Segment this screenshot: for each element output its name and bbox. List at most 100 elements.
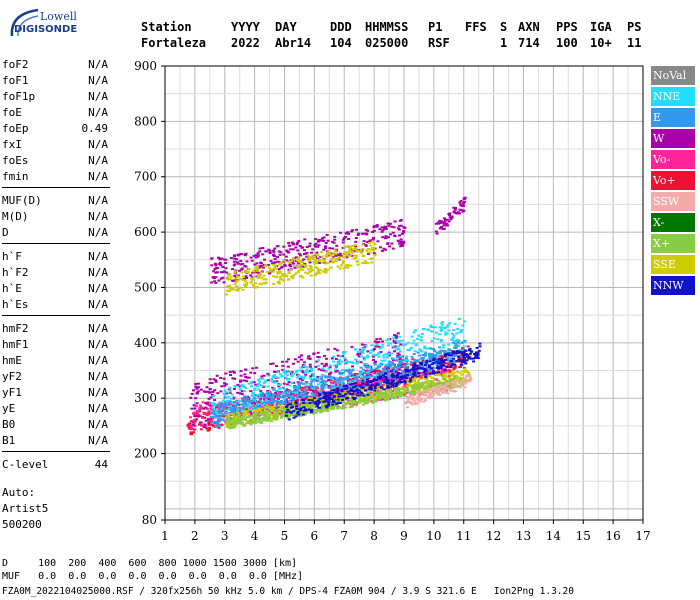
echo-point — [412, 385, 416, 388]
echo-point — [253, 263, 257, 266]
header-value-7: 714 — [518, 36, 540, 50]
echo-point — [252, 254, 256, 257]
echo-point — [269, 413, 273, 416]
echo-point — [436, 365, 440, 368]
echo-point — [420, 367, 424, 370]
echo-point — [311, 390, 315, 393]
param-row-hf2: h`F2 N/A — [2, 266, 108, 282]
echo-point — [397, 224, 401, 227]
echo-point — [205, 403, 209, 406]
echo-point — [270, 420, 274, 423]
echo-point — [391, 376, 395, 379]
echo-point — [391, 363, 395, 366]
echo-point — [320, 369, 324, 372]
echo-point — [239, 253, 243, 256]
echo-point — [405, 400, 409, 403]
echo-point — [470, 357, 474, 360]
echo-point — [330, 375, 334, 378]
echo-point — [418, 354, 422, 357]
echo-point — [303, 398, 307, 401]
echo-point — [359, 361, 363, 364]
echo-point — [216, 414, 220, 417]
echo-point — [346, 395, 350, 398]
echo-point — [453, 371, 457, 374]
echo-point — [354, 382, 358, 385]
echo-point — [369, 349, 373, 352]
echo-point — [259, 421, 263, 424]
echo-point — [190, 433, 194, 436]
echo-point — [288, 400, 292, 403]
echo-point — [421, 359, 425, 362]
echo-point — [290, 381, 294, 384]
echo-point — [244, 387, 248, 390]
echo-point — [237, 413, 241, 416]
echo-point — [450, 350, 454, 353]
echo-point — [397, 228, 401, 231]
echo-point — [346, 390, 350, 393]
echo-point — [466, 355, 470, 358]
echo-point — [293, 266, 297, 269]
echo-point — [438, 326, 442, 329]
echo-point — [422, 367, 426, 370]
echo-point — [436, 388, 440, 391]
echo-point — [227, 407, 231, 410]
echo-point — [370, 257, 374, 260]
echo-point — [391, 386, 395, 389]
echo-point — [249, 274, 253, 277]
echo-point — [448, 387, 452, 390]
echo-point — [254, 406, 258, 409]
echo-point — [300, 375, 304, 378]
echo-point — [263, 402, 267, 405]
echo-point — [245, 380, 249, 383]
echo-point — [339, 254, 343, 257]
echo-point — [243, 283, 247, 286]
echo-point — [284, 409, 288, 412]
echo-point — [259, 398, 263, 401]
echo-point — [382, 356, 386, 359]
param-row-yf1: yF1 N/A — [2, 386, 108, 402]
echo-point — [317, 393, 321, 396]
echo-point — [339, 231, 343, 234]
param-value: N/A — [88, 154, 108, 167]
echo-point — [275, 409, 279, 412]
echo-point — [297, 384, 301, 387]
echo-point — [273, 257, 277, 260]
echo-point — [435, 378, 439, 381]
echo-point — [278, 275, 282, 278]
echo-point — [281, 386, 285, 389]
echo-point — [263, 415, 267, 418]
param-name: D — [2, 226, 9, 239]
echo-point — [379, 362, 383, 365]
echo-point — [254, 422, 258, 425]
echo-point — [384, 352, 388, 355]
echo-point — [341, 368, 345, 371]
echo-point — [296, 257, 300, 260]
echo-point — [214, 263, 218, 266]
echo-point — [191, 431, 195, 434]
echo-point — [452, 206, 456, 209]
echo-point — [206, 390, 210, 393]
echo-point — [404, 357, 408, 360]
echo-point — [420, 382, 424, 385]
echo-point — [428, 375, 432, 378]
echo-point — [369, 379, 373, 382]
echo-point — [364, 244, 368, 247]
echo-point — [453, 365, 457, 368]
echo-point — [251, 406, 255, 409]
echo-point — [316, 392, 320, 395]
echo-point — [291, 412, 295, 415]
echo-point — [214, 406, 218, 409]
echo-point — [396, 332, 400, 335]
echo-point — [318, 389, 322, 392]
echo-point — [312, 256, 316, 259]
echo-point — [393, 382, 397, 385]
echo-point — [282, 412, 286, 415]
echo-point — [192, 404, 196, 407]
echo-point — [411, 378, 415, 381]
header-value-0: Fortaleza — [141, 36, 207, 50]
echo-point — [414, 377, 418, 380]
echo-point — [409, 363, 413, 366]
echo-point — [421, 354, 425, 357]
echo-point — [242, 406, 246, 409]
echo-point — [360, 251, 364, 254]
